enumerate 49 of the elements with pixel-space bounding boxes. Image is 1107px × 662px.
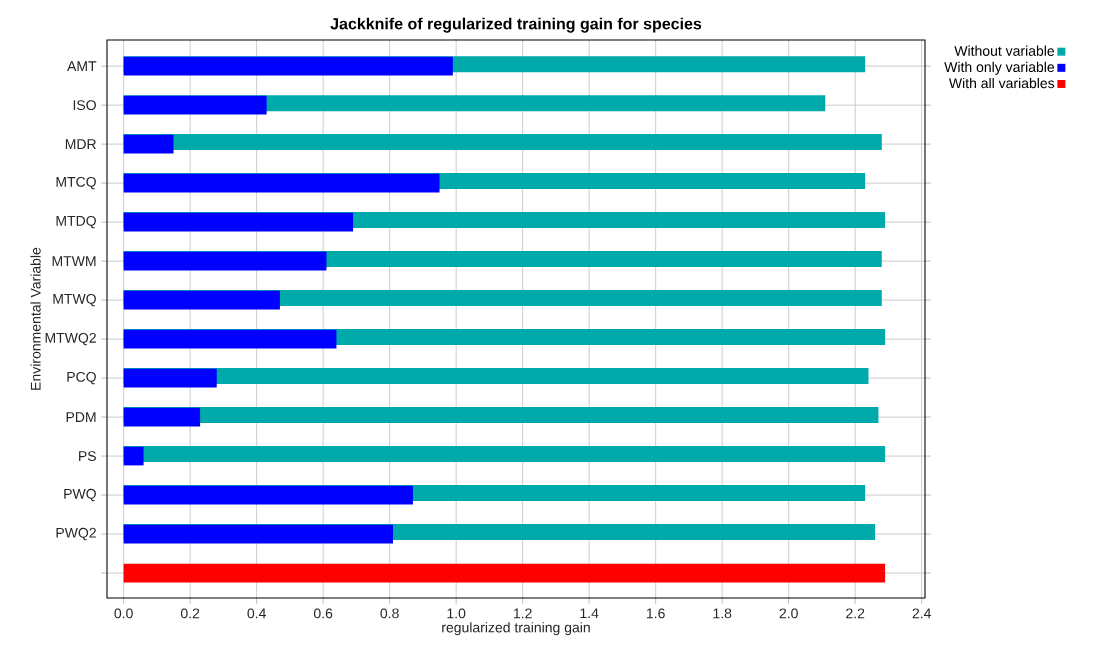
- y-tick-label: PDM: [66, 412, 96, 422]
- x-tick-label: 2.4: [912, 608, 931, 619]
- x-tick-label: 0.4: [247, 608, 266, 619]
- bar: [123, 329, 337, 349]
- y-tick-label: MDR: [65, 139, 96, 149]
- y-tick-label: MTWQ2: [45, 332, 96, 346]
- bar: [123, 134, 882, 151]
- x-tick-label: 0.2: [180, 608, 200, 619]
- x-tick-label: 0.0: [114, 608, 133, 619]
- bar: [123, 485, 413, 505]
- bar: [123, 524, 393, 544]
- x-tick-label: 1.4: [580, 608, 599, 619]
- bar: [123, 212, 354, 232]
- bar: [123, 446, 144, 466]
- y-tick-label: MTWM: [52, 256, 96, 266]
- y-tick-label: MTCQ: [56, 176, 96, 190]
- bar: [123, 56, 453, 76]
- y-tick-label: PWQ: [64, 488, 96, 502]
- y-tick-label: PCQ: [67, 371, 96, 385]
- y-axis-title: Environmental Variable: [30, 247, 41, 390]
- bar: [123, 407, 879, 424]
- x-tick-label: 1.8: [713, 608, 732, 619]
- legend-label: With all variables: [948, 77, 1055, 89]
- y-tick-label: AMT: [67, 61, 97, 71]
- bar: [123, 290, 280, 310]
- bar: [123, 134, 174, 154]
- chart-title: Jackknife of regularized training gain for species: [330, 17, 702, 33]
- x-tick-label: 1.0: [447, 608, 466, 619]
- x-tick-label: 0.6: [313, 608, 333, 619]
- x-tick-label: 1.2: [513, 608, 532, 619]
- bar: [123, 251, 327, 271]
- x-tick-label: 0.8: [380, 608, 399, 619]
- bar: [123, 407, 201, 427]
- y-tick-label: MTWQ: [53, 293, 96, 307]
- legend-label: With only variable: [944, 61, 1055, 75]
- bar: [123, 446, 886, 463]
- y-tick-label: PWQ2: [56, 527, 96, 541]
- y-tick-label: ISO: [73, 100, 96, 111]
- x-axis-title: regularized training gain: [442, 622, 590, 636]
- bar: [123, 95, 267, 115]
- legend-label: Without variable: [954, 45, 1055, 56]
- x-tick-label: 1.6: [647, 608, 665, 619]
- bar: [123, 368, 217, 388]
- bar: [123, 563, 886, 583]
- bar: [123, 173, 440, 193]
- x-tick-label: 2.0: [779, 608, 798, 619]
- y-tick-label: MTDQ: [56, 215, 96, 229]
- y-tick-label: PS: [79, 451, 96, 462]
- x-tick-label: 2.2: [846, 608, 865, 619]
